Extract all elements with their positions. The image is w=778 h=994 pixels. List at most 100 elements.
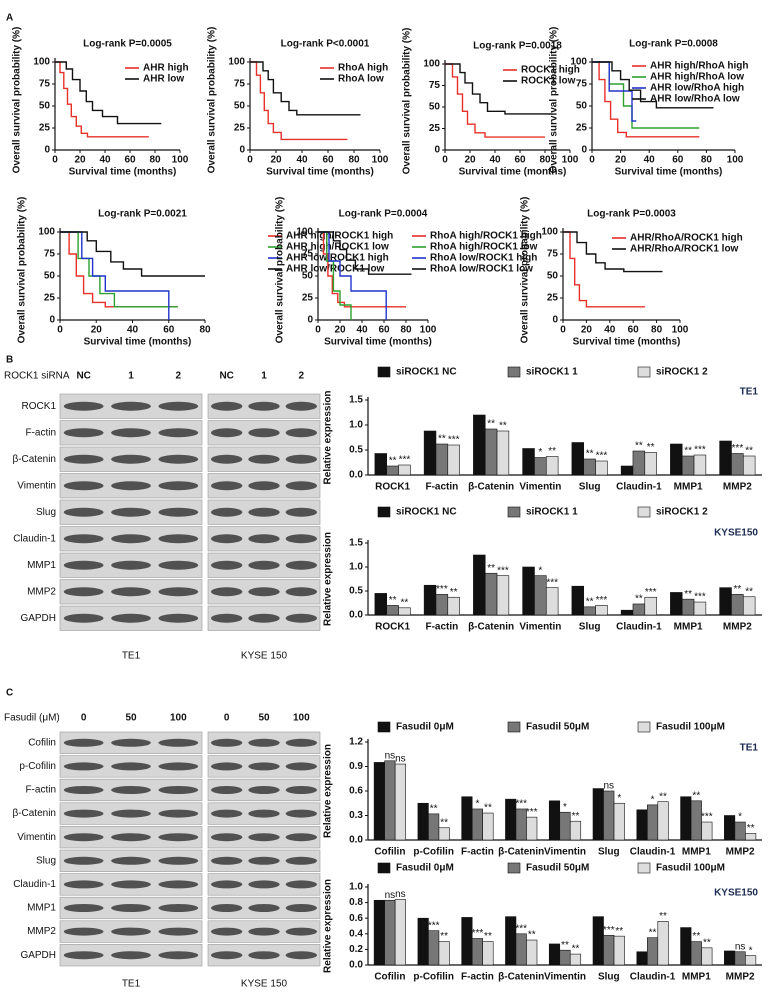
legend-label: AHR/RhoA/ROCK1 low: [630, 244, 739, 255]
significance-label: ***: [603, 925, 615, 936]
significance-label: **: [703, 937, 711, 948]
blot-band: [210, 927, 243, 936]
bar: [644, 452, 657, 476]
blot-band: [63, 534, 104, 544]
blot-band: [63, 951, 104, 960]
blot-band: [210, 534, 243, 544]
blot-band: [248, 613, 280, 623]
significance-label: **: [389, 595, 397, 606]
legend-label: Fasudil 100μM: [656, 863, 725, 874]
y-tick-label: 0.6: [349, 913, 363, 924]
blot-band: [210, 613, 243, 623]
x-tick-label: 100: [562, 155, 579, 166]
bar: [571, 585, 585, 616]
survival-curve: [592, 61, 714, 109]
blot-band: [285, 454, 318, 464]
blot-band: [210, 587, 243, 597]
survival-curve: [55, 61, 162, 125]
y-tick-label: 0: [552, 315, 558, 326]
significance-label: ***: [428, 920, 440, 931]
blot-band: [111, 613, 151, 623]
bar: [515, 933, 527, 966]
blot-band: [285, 481, 318, 491]
bar: [522, 566, 535, 616]
survival-curve: [60, 231, 205, 277]
blot-band: [248, 903, 280, 913]
x-tick-label: MMP2: [726, 972, 755, 983]
significance-label: ns: [385, 750, 396, 761]
blot-band: [111, 454, 151, 464]
blot-band: [210, 560, 243, 570]
blot-band: [248, 401, 280, 411]
bar: [423, 584, 437, 616]
x-tick-label: 80: [539, 155, 551, 166]
bar: [386, 465, 399, 476]
survival-curve: [445, 63, 552, 115]
x-tick-label: 20: [615, 155, 627, 166]
bar: [680, 927, 692, 966]
blot-band: [111, 903, 151, 913]
x-tick-label: Claudin-1: [616, 622, 662, 633]
bar: [595, 460, 608, 476]
blot-band: [158, 428, 199, 438]
bar: [636, 809, 648, 841]
x-axis-label: Survival time (months): [266, 167, 374, 178]
x-tick-label: 80: [400, 325, 412, 336]
bar: [374, 453, 388, 476]
blot-band: [210, 428, 243, 438]
chart-title: Log-rank P=0.0018: [473, 41, 562, 52]
significance-label: **: [561, 940, 569, 951]
row-label: Claudin-1: [13, 879, 56, 890]
row-label: Vimentin: [17, 832, 56, 843]
legend-swatch: [637, 506, 651, 518]
y-tick-label: 25: [44, 293, 56, 304]
legend-label: ROCK1 low: [521, 76, 576, 87]
y-tick-label: 100: [228, 57, 245, 68]
x-tick-label: 60: [163, 325, 175, 336]
chart-subtitle: TE1: [740, 387, 759, 398]
legend-label: AHR low: [143, 74, 184, 85]
bar: [592, 916, 604, 966]
blot-band: [285, 587, 318, 597]
x-tick-label: 100: [420, 325, 437, 336]
bar: [526, 939, 538, 966]
bar: [482, 941, 494, 966]
significance-label: **: [659, 791, 667, 802]
legend-label: siROCK1 2: [656, 507, 708, 518]
blot-band: [248, 428, 280, 438]
row-label: β-Catenin: [12, 454, 56, 465]
blot-band: [63, 454, 104, 464]
x-tick-label: MMP2: [723, 622, 752, 633]
significance-label: **: [528, 930, 536, 941]
significance-label: ns: [395, 754, 406, 765]
x-tick-label: 80: [199, 325, 211, 336]
bar: [670, 443, 683, 476]
significance-label: **: [586, 596, 594, 607]
blot-band: [285, 951, 318, 960]
legend-swatch: [507, 862, 521, 874]
x-tick-label: 20: [464, 155, 476, 166]
x-axis-label: Survival time (months): [573, 337, 681, 348]
x-tick-label: MMP1: [682, 847, 711, 858]
blot-band: [63, 833, 104, 842]
chart-title: Log-rank P=0.0005: [83, 39, 172, 50]
bar: [559, 811, 571, 841]
y-tick-label: 0.3: [349, 810, 363, 821]
significance-label: **: [692, 931, 700, 942]
blot-band: [248, 785, 280, 795]
y-tick-label: 75: [429, 80, 441, 91]
x-tick-label: 40: [127, 325, 139, 336]
blot-band: [63, 738, 104, 747]
significance-label: **: [615, 926, 623, 937]
blot-band: [63, 903, 104, 913]
y-tick-label: 0.0: [349, 960, 363, 971]
y-tick-label: 25: [576, 123, 588, 134]
x-tick-label: MMP1: [682, 972, 711, 983]
bar: [701, 947, 713, 966]
blot-band: [248, 951, 280, 960]
x-tick-label: 0: [560, 325, 566, 336]
significance-label: ns: [395, 889, 406, 900]
blot-band: [111, 587, 151, 597]
y-tick-label: 0: [307, 315, 313, 326]
bar: [461, 796, 473, 841]
